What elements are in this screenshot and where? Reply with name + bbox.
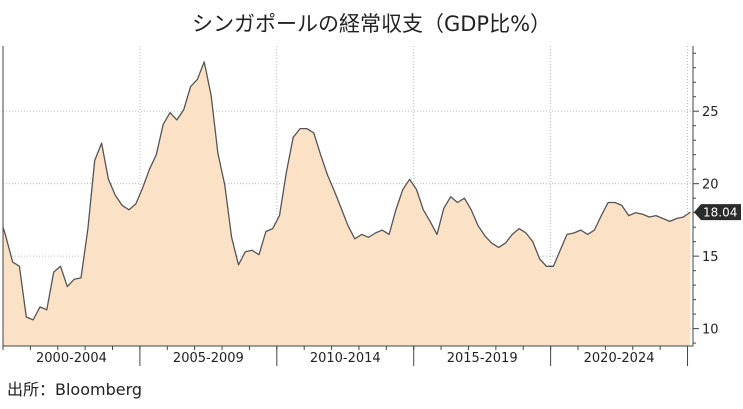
x-category-label-0: 2000-2004 [36,351,107,366]
chart-title: シンガポールの経常収支（GDP比%） [191,12,552,36]
y-tick-label-2: 20 [702,178,719,193]
label-layer: 10 15 20 25 2000-2004 2005-2009 2010-2014 2015-… [36,105,741,366]
area-fill [3,61,691,347]
series-line [2,61,691,321]
y-tick-label-3: 25 [702,105,719,120]
x-category-label-3: 2015-2019 [447,351,518,366]
source-note: 出所：Bloomberg [7,380,143,399]
y-tick-label-1: 15 [702,250,719,265]
x-category-label-1: 2005-2009 [173,351,244,366]
y-tick-label-0: 10 [702,323,719,338]
x-category-label-2: 2010-2014 [310,351,381,366]
last-value-tag [694,204,741,221]
last-value-label: 18.04 [703,206,737,220]
x-category-label-4: 2020-2024 [584,351,655,366]
